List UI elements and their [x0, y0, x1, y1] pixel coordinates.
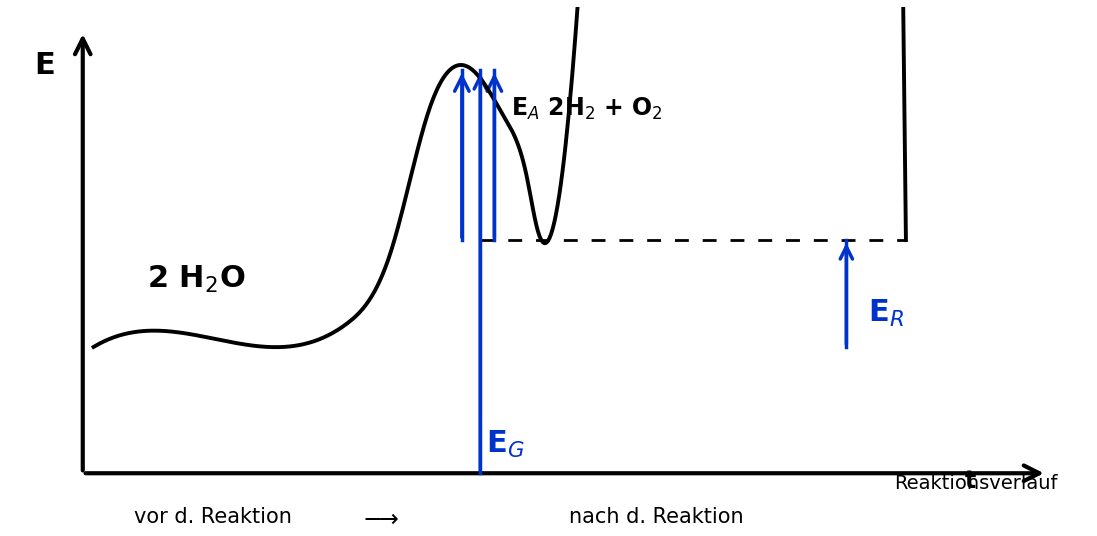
Text: $-\!\!\rightarrow$: $-\!\!\rightarrow$	[362, 507, 399, 531]
Text: E$_G$: E$_G$	[486, 429, 524, 460]
Text: E: E	[34, 51, 55, 80]
Text: vor d. Reaktion: vor d. Reaktion	[134, 507, 292, 527]
Text: 2 H$_2$O: 2 H$_2$O	[147, 263, 246, 294]
Text: Reaktionsverlauf: Reaktionsverlauf	[894, 474, 1058, 493]
Text: t: t	[965, 468, 976, 493]
Text: E$_R$: E$_R$	[868, 297, 904, 329]
Text: E$_A$ 2H$_2$ + O$_2$: E$_A$ 2H$_2$ + O$_2$	[510, 96, 663, 122]
Text: nach d. Reaktion: nach d. Reaktion	[569, 507, 744, 527]
